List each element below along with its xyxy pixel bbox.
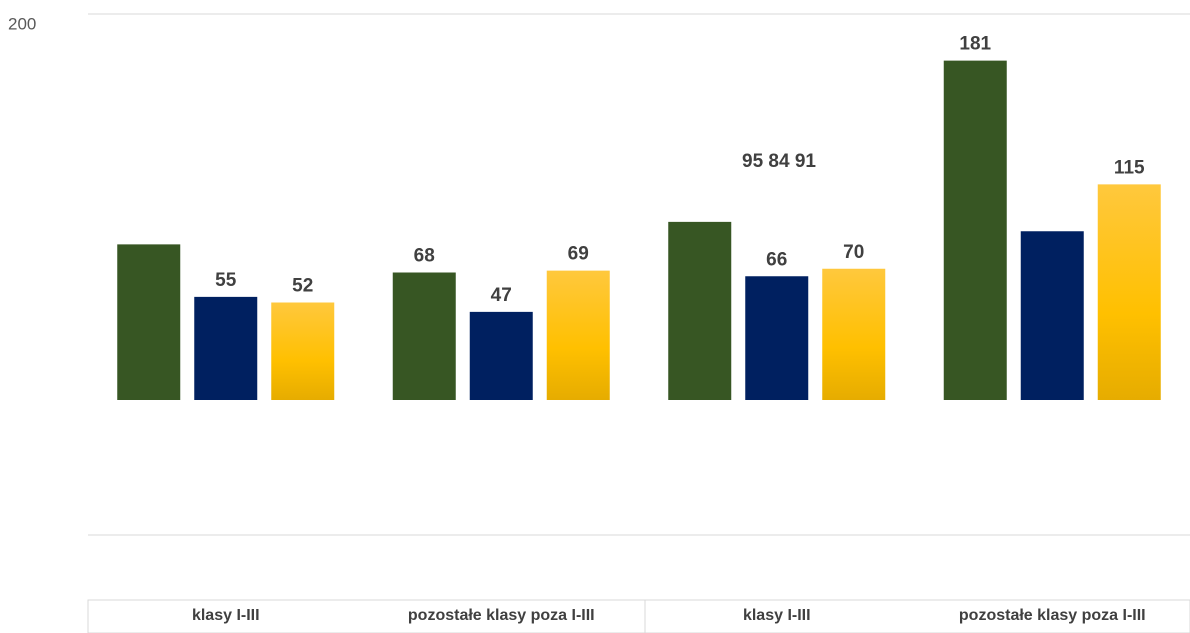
y-tick-label: 200 <box>8 14 36 33</box>
bar <box>745 276 809 400</box>
annotation: 95 84 91 <box>742 151 816 172</box>
x-tick-label: pozostałe klasy poza I-III <box>408 607 595 624</box>
data-label: 181 <box>959 34 991 55</box>
bar <box>668 221 732 400</box>
bar <box>194 296 258 400</box>
x-tick-label: klasy I-III <box>743 607 811 624</box>
data-label: 70 <box>843 242 864 263</box>
bar <box>469 311 533 400</box>
data-label: 52 <box>292 276 313 297</box>
data-label: 55 <box>215 270 237 291</box>
bar <box>1020 231 1084 400</box>
bar <box>1097 184 1161 400</box>
data-label: 47 <box>491 285 512 306</box>
bar <box>943 60 1007 400</box>
bar <box>822 268 886 400</box>
data-label: 69 <box>568 244 589 265</box>
data-label: 66 <box>766 249 787 270</box>
bar <box>546 270 610 400</box>
bar <box>271 302 335 400</box>
data-label: 68 <box>414 246 435 267</box>
x-tick-label: klasy I-III <box>192 607 260 624</box>
x-tick-label: pozostałe klasy poza I-III <box>959 607 1146 624</box>
bar <box>392 272 456 400</box>
data-label: 115 <box>1114 157 1145 178</box>
bar <box>117 244 181 400</box>
category-frame <box>87 599 1190 633</box>
